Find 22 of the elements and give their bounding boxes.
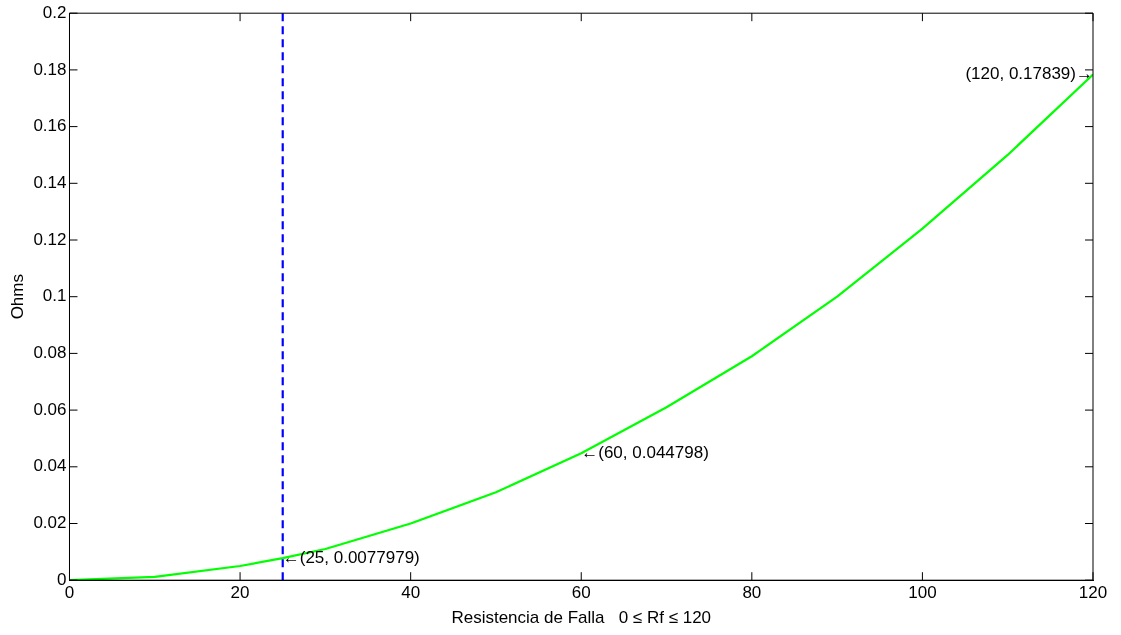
y-tick-label: 0.18 xyxy=(33,59,67,79)
x-tick-label: 120 xyxy=(1078,583,1108,603)
y-axis-title: Ohms xyxy=(7,274,27,320)
y-tick-label: 0.2 xyxy=(42,2,67,22)
x-tick-label: 60 xyxy=(571,583,591,603)
x-tick-label: 80 xyxy=(742,583,762,603)
annotation: ←(60, 0.044798) xyxy=(581,442,709,462)
y-tick-label: 0.14 xyxy=(33,172,67,192)
y-tick-label: 0.02 xyxy=(33,513,67,533)
x-axis-title: Resistencia de Falla 0 ≤ Rf ≤ 120 xyxy=(451,608,712,628)
y-tick-label: 0.16 xyxy=(33,116,67,136)
y-tick-label: 0.04 xyxy=(33,456,67,476)
y-tick-label: 0.12 xyxy=(33,229,67,249)
y-tick-label: 0 xyxy=(57,569,67,589)
x-tick-label: 20 xyxy=(230,583,250,603)
annotation: ←(25, 0.0077979) xyxy=(282,547,420,567)
annotation: (120, 0.17839)→ xyxy=(965,64,1093,84)
x-tick-label: 100 xyxy=(908,583,937,603)
y-tick-label: 0.1 xyxy=(42,286,67,306)
x-tick-label: 40 xyxy=(401,583,421,603)
y-tick-label: 0.06 xyxy=(33,399,67,419)
y-tick-label: 0.08 xyxy=(33,343,67,363)
